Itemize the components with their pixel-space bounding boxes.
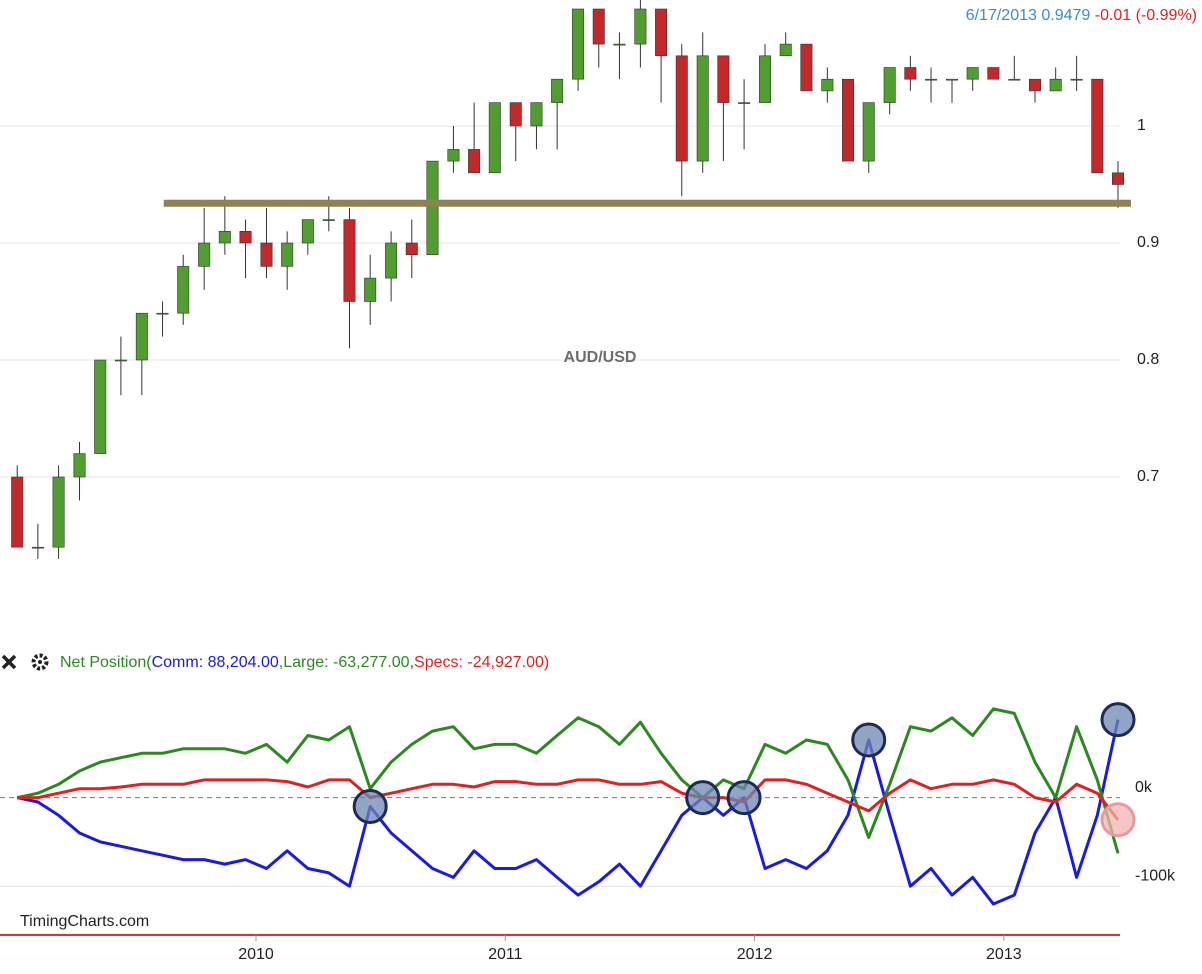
candle-body — [52, 476, 65, 548]
candle-body — [572, 8, 585, 80]
candle-body — [405, 242, 418, 255]
candle-body — [364, 277, 377, 302]
candle-body — [551, 78, 564, 103]
candle-body — [1070, 78, 1083, 81]
header-date: 6/17/2013 — [966, 7, 1037, 24]
candle-body — [862, 102, 875, 162]
legend-separator: , — [410, 654, 414, 671]
candle-body — [738, 102, 751, 104]
candle-body — [260, 242, 273, 267]
candle-body — [530, 102, 543, 127]
candle-body — [696, 55, 709, 162]
legend: Net Position(Comm: 88,204.00,Large: -63,… — [60, 654, 549, 671]
candle-body — [987, 67, 1000, 80]
settings-icon[interactable] — [31, 653, 49, 671]
candle-body — [114, 359, 127, 362]
candle-body — [1029, 78, 1041, 92]
candle-body — [904, 67, 917, 80]
candle-body — [94, 359, 107, 454]
highlight-circle — [352, 788, 388, 824]
x-tick-label: 2011 — [488, 946, 523, 963]
chart-title: AUD/USD — [564, 349, 637, 366]
candle-body — [73, 453, 86, 478]
candle-body — [925, 78, 938, 81]
legend-suffix: ) — [544, 654, 549, 671]
candle-body — [135, 312, 148, 361]
highlight-circle — [1100, 702, 1136, 738]
candle-body — [759, 55, 772, 103]
candle-body — [177, 266, 190, 314]
x-tick-label: 2012 — [737, 946, 773, 963]
candle-body — [1112, 172, 1124, 185]
y-tick-label: 0.9 — [1137, 234, 1159, 251]
candle-body — [447, 149, 460, 162]
header-change: -0.01 (-0.99%) — [1095, 7, 1197, 24]
legend-entry: Comm: 88,204.00 — [152, 654, 279, 671]
candle-body — [634, 8, 647, 45]
candle-body — [426, 160, 439, 256]
y-tick-label: 0.8 — [1137, 351, 1159, 368]
candle-body — [198, 242, 211, 267]
candle-body — [343, 219, 356, 302]
candle-body — [966, 67, 979, 80]
highlight-circle — [726, 780, 762, 816]
candle-body — [322, 219, 335, 221]
close-icon[interactable] — [1, 654, 17, 670]
legend-entry: Large: -63,277.00 — [283, 654, 409, 671]
highlight-circle — [851, 722, 887, 758]
highlight-circle — [1100, 802, 1136, 838]
highlight-circle — [685, 780, 721, 816]
candle-body — [717, 55, 730, 103]
series-line — [17, 778, 1120, 821]
candle-body — [779, 43, 792, 57]
candle-body — [239, 231, 252, 244]
candle-body — [488, 102, 501, 174]
candle-body — [883, 67, 896, 103]
source: TimingCharts.com — [20, 913, 149, 930]
y-tick-label: -100k — [1135, 867, 1176, 884]
x-tick-label: 2010 — [238, 946, 274, 963]
candle-body — [31, 546, 44, 549]
candle-body — [468, 149, 481, 174]
candle-body — [655, 8, 668, 57]
candle-body — [1049, 78, 1062, 92]
candle-body — [675, 55, 688, 162]
y-tick-label: 1 — [1137, 117, 1146, 134]
legend-prefix: Net Position( — [60, 654, 152, 671]
candle-body — [613, 43, 626, 46]
legend-entry: Specs: -24,927.00 — [414, 654, 544, 671]
candle-body — [156, 312, 169, 315]
candle-body — [821, 78, 834, 92]
candle-body — [842, 78, 855, 162]
series-line — [16, 719, 1120, 906]
legend-separator: , — [279, 654, 283, 671]
y-tick-label: 0.7 — [1137, 468, 1159, 485]
candle-body — [1008, 78, 1021, 81]
candle-body — [509, 102, 522, 127]
candle-body — [1091, 78, 1104, 174]
candle-body — [218, 231, 231, 244]
candle-body — [800, 43, 813, 92]
header-price: 0.9479 — [1041, 7, 1090, 24]
y-tick-label: 0k — [1135, 779, 1153, 796]
candle-body — [301, 219, 314, 244]
series-line — [16, 707, 1120, 854]
candle-body — [281, 242, 294, 267]
x-tick-label: 2013 — [986, 946, 1022, 963]
header: 6/17/2013 0.9479 -0.01 (-0.99%) — [966, 7, 1197, 24]
candle-body — [592, 8, 605, 45]
candle-body — [11, 476, 24, 548]
candle-body — [945, 78, 958, 81]
candle-body — [385, 242, 398, 279]
